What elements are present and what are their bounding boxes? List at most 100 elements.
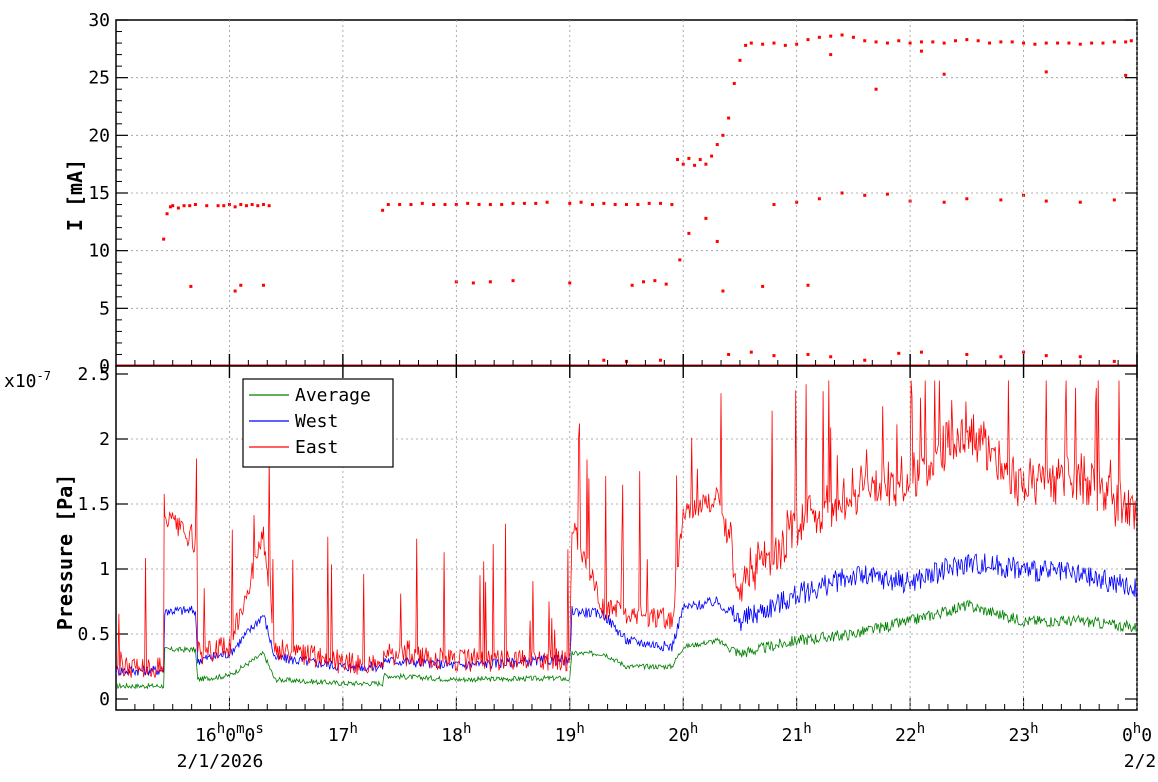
current-ytick-label: 10 bbox=[88, 241, 110, 262]
current-point bbox=[863, 39, 867, 43]
current-point bbox=[602, 201, 606, 205]
current-point bbox=[829, 34, 833, 38]
current-point bbox=[420, 201, 424, 205]
current-point bbox=[522, 201, 526, 205]
exponent-base: x10 bbox=[4, 371, 37, 392]
legend-label-average: Average bbox=[295, 385, 371, 406]
current-point bbox=[806, 38, 810, 42]
current-point bbox=[874, 87, 878, 91]
current-point bbox=[454, 203, 458, 207]
time-tick-label: 18h bbox=[441, 721, 471, 746]
current-point bbox=[1044, 70, 1048, 74]
current-point bbox=[653, 279, 657, 283]
current-point bbox=[613, 203, 617, 207]
current-point bbox=[908, 41, 912, 45]
current-point bbox=[1067, 41, 1071, 45]
current-point bbox=[500, 203, 504, 207]
current-point bbox=[1078, 200, 1082, 204]
current-point bbox=[659, 358, 663, 362]
current-point bbox=[1044, 354, 1048, 358]
current-point bbox=[738, 58, 742, 62]
current-point bbox=[772, 41, 776, 45]
current-ytick-label: 25 bbox=[88, 68, 110, 89]
current-point bbox=[942, 200, 946, 204]
current-point bbox=[205, 204, 209, 208]
time-tick-label: 20h bbox=[668, 721, 698, 746]
current-point bbox=[168, 205, 172, 209]
pressure-series-average bbox=[115, 599, 1138, 690]
current-point bbox=[727, 116, 731, 120]
current-point bbox=[602, 358, 606, 362]
current-point bbox=[630, 283, 634, 287]
current-point bbox=[687, 231, 691, 235]
current-point bbox=[642, 280, 646, 284]
current-point bbox=[233, 289, 237, 293]
current-point bbox=[545, 200, 549, 204]
current-point bbox=[687, 156, 691, 160]
current-point bbox=[670, 203, 674, 207]
current-point bbox=[636, 203, 640, 207]
pressure-ytick-label: 0.5 bbox=[77, 624, 110, 645]
current-point bbox=[239, 203, 243, 207]
current-ytick-label: 0 bbox=[99, 356, 110, 377]
time-axis: 16h0m0s 17h 18h 19h 20h 21h 22h 23h 0h0 bbox=[115, 20, 1152, 746]
current-point bbox=[795, 200, 799, 204]
current-point bbox=[1129, 39, 1133, 43]
current-point bbox=[795, 42, 799, 46]
current-point bbox=[1022, 41, 1026, 45]
current-point bbox=[919, 40, 923, 44]
current-point bbox=[942, 72, 946, 76]
current-axis-title: I [mA] bbox=[63, 159, 87, 231]
current-point bbox=[953, 39, 957, 43]
current-point bbox=[965, 352, 969, 356]
pressure-axis-title: Pressure [Pa] bbox=[53, 474, 77, 631]
pressure-exponent-label: x10-7 bbox=[4, 369, 51, 392]
current-point bbox=[829, 53, 833, 57]
current-point bbox=[171, 204, 175, 208]
pressure-ytick-label: 2.5 bbox=[77, 364, 110, 385]
svg-text:x10-7: x10-7 bbox=[4, 369, 51, 392]
date-start-label: 2/1/2026 bbox=[177, 751, 264, 772]
pressure-ytick-label: 1.5 bbox=[77, 494, 110, 515]
date-labels: 2/1/2026 2/2 bbox=[177, 751, 1157, 772]
current-point bbox=[678, 258, 682, 262]
current-point bbox=[976, 39, 980, 43]
current-point bbox=[182, 204, 186, 208]
current-point bbox=[189, 284, 193, 288]
legend-label-west: West bbox=[295, 411, 338, 432]
current-point bbox=[488, 203, 492, 207]
current-point bbox=[664, 282, 668, 286]
current-point bbox=[783, 43, 787, 47]
current-point bbox=[1033, 42, 1037, 46]
current-point bbox=[1044, 199, 1048, 203]
current-point bbox=[676, 158, 680, 162]
current-point bbox=[749, 350, 753, 354]
current-point bbox=[222, 204, 226, 208]
current-point bbox=[466, 201, 470, 205]
current-point bbox=[817, 35, 821, 39]
time-tick-label: 22h bbox=[895, 721, 925, 746]
current-point bbox=[919, 350, 923, 354]
current-point bbox=[817, 197, 821, 201]
current-point bbox=[772, 354, 776, 358]
current-point bbox=[568, 281, 572, 285]
current-point bbox=[443, 203, 447, 207]
current-ytick-label: 15 bbox=[88, 183, 110, 204]
pressure-series-west bbox=[115, 553, 1138, 677]
current-point bbox=[840, 33, 844, 37]
current-point bbox=[488, 280, 492, 284]
current-point bbox=[761, 42, 765, 46]
current-point bbox=[1124, 40, 1128, 44]
current-point bbox=[256, 204, 260, 208]
time-tick-label: 0h0 bbox=[1122, 721, 1152, 746]
current-point bbox=[1112, 198, 1116, 202]
current-point bbox=[965, 197, 969, 201]
pressure-ytick-label: 2 bbox=[99, 429, 110, 450]
current-point bbox=[227, 203, 231, 207]
current-point bbox=[704, 216, 708, 220]
current-point bbox=[568, 201, 572, 205]
current-point bbox=[188, 204, 192, 208]
current-point bbox=[534, 201, 538, 205]
current-point bbox=[267, 204, 271, 208]
current-point bbox=[874, 40, 878, 44]
